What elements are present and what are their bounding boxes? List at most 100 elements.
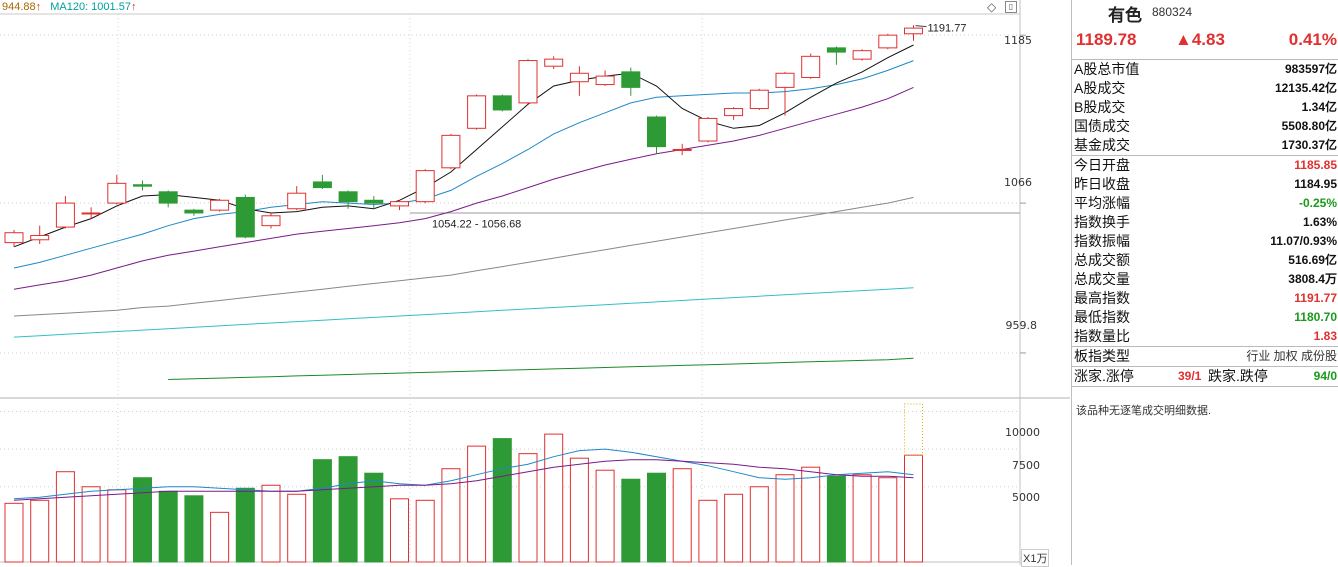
- candle-up: [801, 55, 821, 78]
- price-tick-1185: 1185: [1004, 34, 1032, 47]
- stat-value: 1191.77: [1294, 291, 1337, 305]
- volume-bar-up: [107, 489, 127, 563]
- candle-down: [184, 209, 204, 214]
- stock-code: 880324: [1152, 5, 1193, 19]
- candle-up: [390, 201, 409, 207]
- candle-down: [158, 191, 178, 204]
- stat-row: 平均涨幅 -0.25%: [1072, 194, 1338, 213]
- candle-up: [210, 199, 230, 211]
- volume-bar-up: [30, 499, 50, 563]
- stat-value: 1.63%: [1302, 215, 1337, 229]
- diamond-icon[interactable]: ◇: [987, 0, 997, 14]
- ma-legend: 944.88↑ MA120: 1001.57↑: [2, 0, 136, 14]
- candle-down: [235, 196, 255, 238]
- volume-bar-up: [81, 486, 101, 563]
- price-tick-1066: 1066: [1004, 176, 1032, 189]
- volume-bar-up: [544, 433, 564, 563]
- index-type-row: 板指类型 行业 加权 成份股: [1072, 347, 1338, 367]
- volume-bar-down: [235, 487, 255, 563]
- candle-up: [878, 34, 898, 49]
- stat-label: 最低指数: [1074, 309, 1130, 325]
- price-row: 1189.78 ▲4.83 0.41%: [1072, 25, 1338, 60]
- stat-label: 总成交额: [1074, 252, 1130, 268]
- volume-ma-line-b: [13, 459, 914, 501]
- kline-chart-area[interactable]: 1191.77 1054.22 - 1056.68 944.88↑ MA120: …: [0, 0, 1070, 567]
- stat-label: 最高指数: [1074, 290, 1130, 306]
- candle-up: [467, 95, 487, 129]
- stat-label: B股成交: [1074, 99, 1126, 115]
- volume-tick-10000: 10000: [1005, 426, 1040, 439]
- stat-row: A股总市值 983597亿: [1072, 60, 1338, 79]
- stat-label: 总成交量: [1074, 271, 1130, 287]
- candle-down: [133, 184, 152, 187]
- volume-tick-5000: 5000: [1012, 491, 1040, 504]
- candle-up: [544, 58, 564, 67]
- stat-row: 基金成交 1730.37亿: [1072, 136, 1338, 155]
- candle-up: [724, 108, 744, 117]
- ma250-line: [168, 357, 914, 380]
- stat-value: 12135.42亿: [1274, 81, 1337, 95]
- candle-up: [55, 202, 75, 228]
- stat-row: 总成交量 3808.4万: [1072, 270, 1338, 289]
- price-change-percent: 0.41%: [1288, 30, 1337, 49]
- stat-value: 1185.85: [1294, 158, 1337, 172]
- rise-label: 涨家.涨停: [1074, 368, 1134, 384]
- index-type-value[interactable]: 行业 加权 成份股: [1246, 349, 1337, 363]
- candle-up: [81, 212, 101, 215]
- index-type-label: 板指类型: [1074, 348, 1130, 364]
- fall-value: 94/0: [1313, 369, 1337, 383]
- kline-chart[interactable]: 1191.77 1054.22 - 1056.68: [0, 0, 1070, 565]
- stat-value: 11.07/0.93%: [1270, 234, 1337, 248]
- stock-header: 有色 880324: [1072, 0, 1338, 25]
- candle-up: [518, 60, 538, 104]
- high-pointer: [915, 25, 927, 28]
- candle-down: [492, 95, 512, 111]
- stat-value: 516.69亿: [1288, 253, 1337, 267]
- ma20-line: [13, 86, 914, 290]
- candle-up: [261, 215, 281, 227]
- stat-value: 1.34亿: [1301, 100, 1337, 114]
- stat-value: 3808.4万: [1288, 272, 1337, 286]
- volume-bar-up: [852, 474, 872, 563]
- volume-bar-up: [749, 486, 769, 563]
- stat-row: 最低指数 1180.70: [1072, 308, 1338, 327]
- candle-up: [415, 170, 435, 203]
- volume-bar-up: [878, 477, 898, 563]
- no-tick-detail-notice: 该品种无逐笔成交明细数据.: [1076, 405, 1212, 417]
- volume-bar-up: [210, 511, 230, 563]
- stat-row: A股成交 12135.42亿: [1072, 79, 1338, 98]
- stat-label: A股成交: [1074, 80, 1126, 96]
- candle-up: [775, 72, 795, 88]
- ma-legend-value-a: 944.88: [2, 1, 36, 13]
- stat-label: 基金成交: [1074, 137, 1130, 153]
- candle-up: [749, 89, 769, 110]
- volume-ma-line-a: [13, 448, 914, 500]
- volume-bar-up: [4, 502, 24, 563]
- price-change: ▲4.83: [1175, 30, 1225, 49]
- ma60-line: [13, 196, 914, 317]
- stat-row: 最高指数 1191.77: [1072, 289, 1338, 308]
- volume-bar-down: [312, 459, 332, 563]
- volume-bar-down: [338, 456, 358, 563]
- volume-bar-up: [415, 499, 435, 563]
- volume-bar-down: [158, 490, 178, 563]
- volume-bar-down: [492, 438, 512, 563]
- candle-up: [698, 117, 718, 142]
- high-annotation: 1191.77: [928, 23, 967, 35]
- stat-value: 1184.95: [1294, 177, 1337, 191]
- stat-label: 平均涨幅: [1074, 195, 1130, 211]
- volume-bar-down: [184, 495, 204, 563]
- volume-bar-up: [595, 469, 615, 563]
- up-arrow-icon: ↑: [35, 1, 42, 13]
- volume-bar-up: [801, 466, 821, 563]
- volume-bar-up: [261, 484, 281, 563]
- volume-bar-up: [672, 468, 692, 563]
- candle-up: [4, 232, 24, 244]
- candle-up: [904, 27, 923, 35]
- volume-bar-down: [826, 475, 846, 563]
- stat-row: 指数量比 1.83: [1072, 327, 1338, 346]
- candle-down: [338, 191, 358, 203]
- collapse-panel-icon[interactable]: ▯: [1005, 1, 1017, 13]
- volume-bar-up: [55, 471, 75, 563]
- stat-value: 1.83: [1313, 329, 1337, 343]
